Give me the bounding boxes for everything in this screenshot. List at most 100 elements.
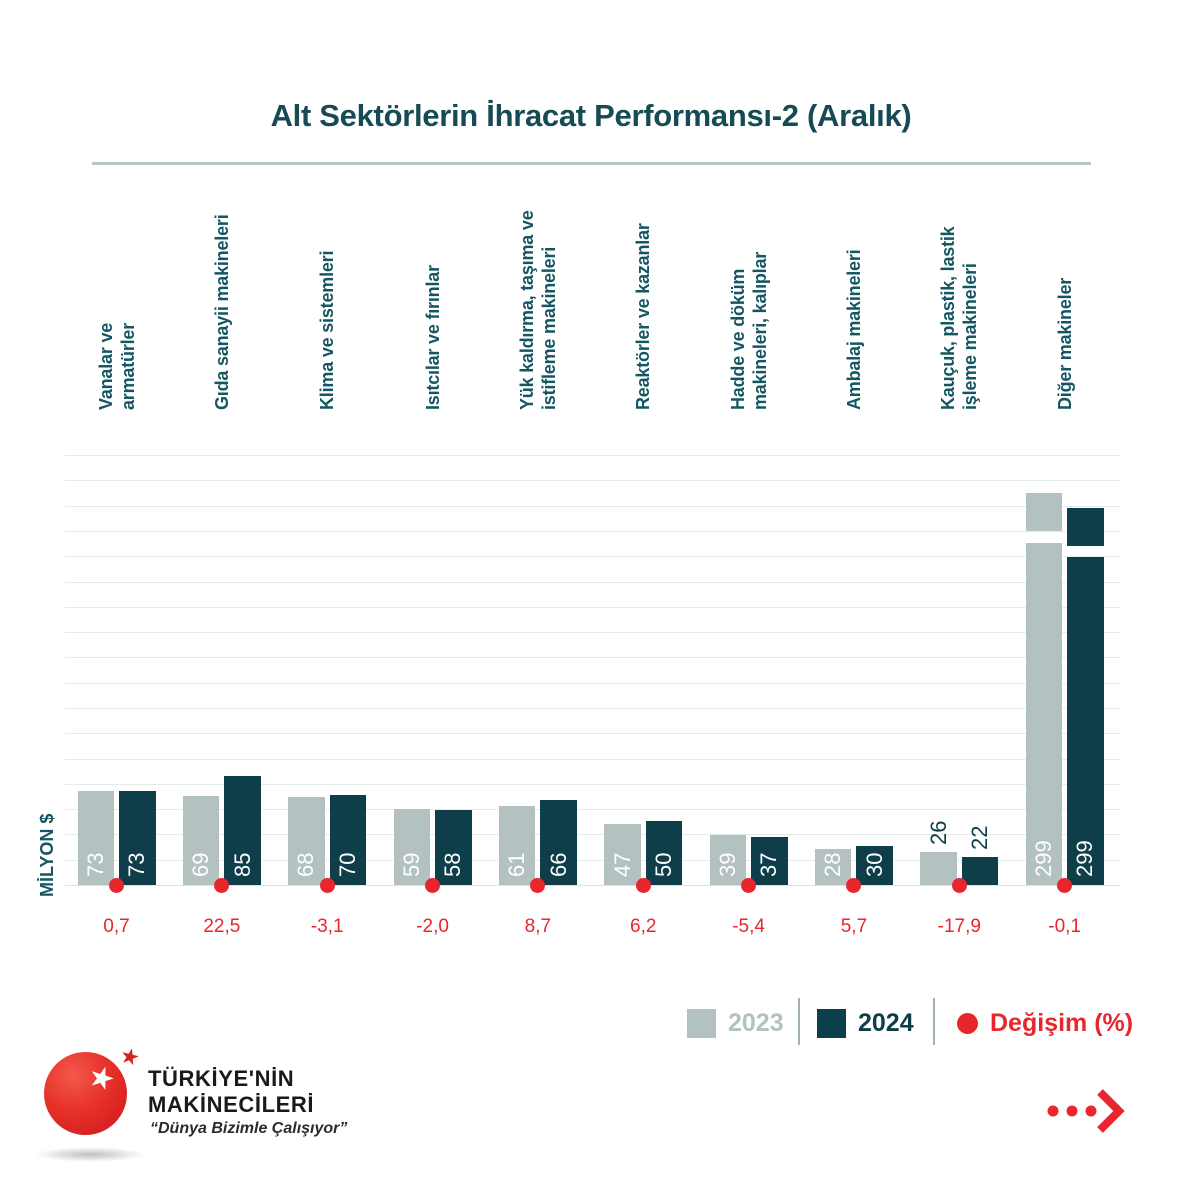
gridline <box>65 455 1121 456</box>
change-dot <box>846 877 862 893</box>
change-value: 6,2 <box>630 916 657 937</box>
category-label: Gıda sanayii makineleri <box>211 214 232 410</box>
bar-2024 <box>961 856 999 885</box>
change-value: 5,7 <box>840 916 868 937</box>
bar-value-label: 37 <box>756 852 782 877</box>
change-value: -0,1 <box>1048 916 1082 937</box>
bar-2023 <box>709 834 747 885</box>
legend-label-2023: 2023 <box>728 1008 784 1037</box>
bar-2024 <box>645 820 683 885</box>
bar-value-label: 50 <box>651 852 676 877</box>
bar-2024 <box>540 799 577 885</box>
logo-red-ball <box>44 1052 127 1135</box>
bar-value-label: 22 <box>967 825 993 850</box>
bar-value-label: 28 <box>820 852 846 877</box>
gridline <box>65 733 1121 735</box>
bar-value-label: 30 <box>861 852 887 877</box>
change-value: -2,0 <box>416 916 449 937</box>
legend-divider <box>798 998 800 1045</box>
logo-text-line2: MAKİNECİLERİ <box>148 1092 315 1117</box>
bar-value-label: 85 <box>229 852 255 877</box>
bar-2024 <box>856 846 893 885</box>
star-icon: ★ <box>117 1041 143 1072</box>
legend-divider <box>933 998 935 1045</box>
category-label: Reaktörler ve kazanlar <box>633 223 654 410</box>
legend-item-2023: 2023 <box>687 1000 784 1046</box>
bar-value-label: 58 <box>440 852 466 877</box>
change-value: 0,7 <box>103 916 130 937</box>
gridline <box>65 556 1121 558</box>
change-dot <box>1057 877 1073 893</box>
category-label: Ambalaj makineleri <box>843 249 864 410</box>
category-label: Klima ve sistemleri <box>317 250 338 410</box>
bar-value-label: 26 <box>925 820 951 845</box>
bar-2024-segment <box>1067 557 1104 885</box>
bar-2023 <box>182 796 220 885</box>
bar-2023 <box>814 848 852 885</box>
legend-swatch-2023 <box>687 1008 716 1038</box>
legend-label-2024: 2024 <box>858 1008 914 1037</box>
legend-item-2024: 2024 <box>817 1000 914 1046</box>
change-dot <box>214 877 230 893</box>
bar-value-label: 73 <box>124 852 150 877</box>
change-dot <box>530 877 546 893</box>
gridline <box>65 632 1121 634</box>
change-dot <box>951 877 967 893</box>
page-title: Alt Sektörlerin İhracat Performansı-2 (A… <box>270 98 912 133</box>
category-label: Yük kaldırma, taşıma ve istifleme makine… <box>516 210 559 410</box>
legend-item-change: Değişim (%) <box>957 1000 1133 1046</box>
change-value: -3,1 <box>310 916 344 937</box>
next-arrow-icon <box>1047 1089 1125 1133</box>
change-value: -17,9 <box>937 916 981 937</box>
chart-legend: 2023 2024 Değişim (%) <box>660 998 1140 1046</box>
gridline <box>65 581 1121 583</box>
gridline <box>65 606 1121 608</box>
bar-value-label: 69 <box>188 852 214 877</box>
bar-value-label: 47 <box>609 852 635 877</box>
gridline <box>65 834 1121 836</box>
bar-2024 <box>435 810 472 885</box>
change-dot <box>741 877 757 893</box>
logo-text-line1: TÜRKİYE'NİN <box>148 1066 295 1091</box>
bar-value-label: 68 <box>293 852 319 877</box>
bar-2023 <box>604 824 641 885</box>
bar-value-label: 299 <box>1072 840 1098 877</box>
gridline <box>65 657 1121 659</box>
change-dot-icon <box>957 1012 978 1034</box>
bar-value-label: 66 <box>545 852 571 877</box>
bar-2024 <box>119 790 156 885</box>
y-axis-label: MİLYON $ <box>37 813 57 897</box>
bar-2023 <box>77 790 114 885</box>
gridline <box>65 682 1121 684</box>
gridline <box>65 885 1121 886</box>
bar-value-label: 73 <box>82 852 108 877</box>
logo-shadow <box>34 1147 146 1162</box>
bar-value-label: 59 <box>398 852 424 877</box>
bar-2024 <box>751 837 788 885</box>
gridline <box>65 859 1121 861</box>
gridline <box>65 530 1121 532</box>
gridline <box>65 480 1121 482</box>
category-label: Vanalar ve armatürler <box>95 322 138 410</box>
category-label: Isıtcılar ve fırınlar <box>422 265 443 410</box>
bar-2023 <box>498 806 536 885</box>
legend-label-change: Değişim (%) <box>990 1008 1134 1037</box>
bar-2024-segment <box>1067 508 1104 546</box>
category-label: Kauçuk, plastik, lastik işleme makineler… <box>938 226 981 410</box>
title-underline <box>92 162 1091 165</box>
bar-value-label: 70 <box>334 852 360 877</box>
change-dot <box>319 877 335 893</box>
bar-2023 <box>288 797 325 885</box>
bar-value-label: 39 <box>714 852 740 877</box>
bar-2023-segment <box>1025 543 1063 885</box>
gridline <box>65 505 1121 507</box>
change-value: 8,7 <box>524 916 552 937</box>
category-label: Hadde ve döküm makineleri, kalıplar <box>727 251 770 410</box>
legend-swatch-2024 <box>817 1008 846 1038</box>
gridline <box>65 809 1121 811</box>
bar-value-label: 61 <box>504 852 530 877</box>
category-label: Diğer makineler <box>1054 277 1075 410</box>
bar-2024 <box>224 775 261 885</box>
bar-2023 <box>393 809 431 885</box>
